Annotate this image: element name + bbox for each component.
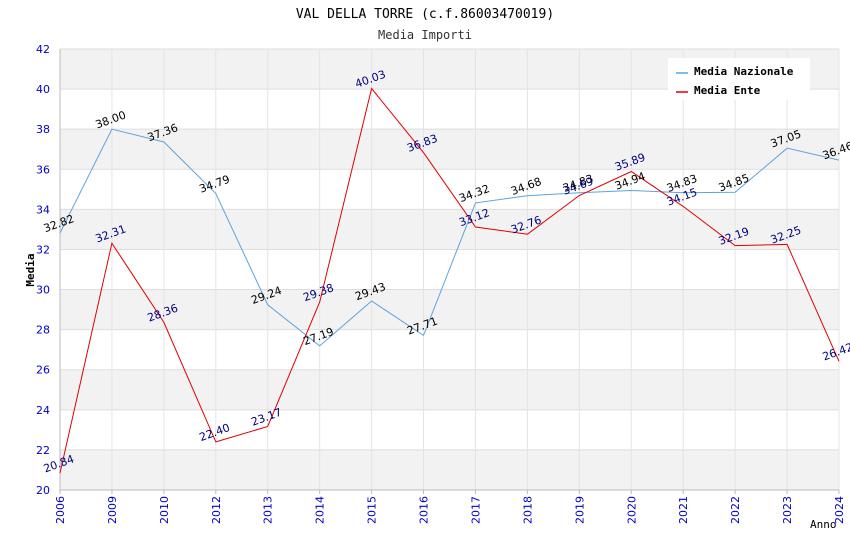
x-tick-label: 2024 (833, 496, 846, 524)
data-label: 26.42 (821, 341, 850, 364)
y-tick-label: 22 (36, 444, 50, 457)
legend-label-ente: Media Ente (694, 84, 761, 97)
x-tick-label: 2021 (677, 496, 690, 524)
x-axis-label: Anno (810, 518, 837, 531)
series-lines (59, 87, 840, 474)
x-tick-label: 2012 (210, 496, 223, 524)
x-tick-label: 2014 (314, 496, 327, 524)
chart-subtitle: Media Importi (378, 28, 472, 42)
x-tick-label: 2019 (573, 496, 586, 524)
x-tick-label: 2018 (521, 496, 534, 524)
x-tick-label: 2009 (106, 496, 119, 524)
x-tick-label: 2022 (729, 496, 742, 524)
x-tick-label: 2015 (366, 496, 379, 524)
grid-band (60, 449, 839, 490)
y-tick-label: 38 (36, 123, 50, 136)
grid-band (60, 209, 839, 250)
y-tick-label: 32 (36, 243, 50, 256)
legend-label-nazionale: Media Nazionale (694, 65, 794, 78)
y-tick-label: 36 (36, 163, 50, 176)
x-tick-label: 2013 (262, 496, 275, 524)
y-tick-label: 28 (36, 324, 50, 337)
x-tick-label: 2023 (781, 496, 794, 524)
series-line-0 (59, 128, 840, 347)
y-tick-label: 30 (36, 284, 50, 297)
grid-band (60, 369, 839, 410)
x-tick-labels: 2006 2009 2010 2012 2013 2014 2015 2016 2017 2018… (54, 496, 846, 524)
y-tick-label: 20 (36, 484, 50, 497)
legend-box (668, 58, 810, 100)
axes (59, 49, 840, 494)
y-axis-label: Media (24, 253, 37, 286)
chart-title: VAL DELLA TORRE (c.f.86003470019) (296, 7, 554, 22)
data-label: 34.85 (717, 172, 751, 195)
y-tick-label: 24 (36, 404, 50, 417)
y-tick-label: 34 (36, 203, 50, 216)
legend: Media Nazionale Media Ente (668, 58, 810, 100)
series-line-1 (59, 87, 840, 474)
y-tick-labels: 20 22 24 26 28 30 32 34 36 38 40 42 (36, 43, 50, 497)
y-tick-label: 26 (36, 364, 50, 377)
x-tick-label: 2006 (54, 496, 67, 524)
grid-band (60, 129, 839, 170)
x-tick-label: 2010 (158, 496, 171, 524)
grid-band (60, 289, 839, 330)
y-tick-label: 40 (36, 83, 50, 96)
data-label: 38.00 (94, 108, 128, 131)
x-tick-label: 2016 (418, 496, 431, 524)
x-tick-label: 2020 (625, 496, 638, 524)
y-tick-label: 42 (36, 43, 50, 56)
x-tick-label: 2017 (469, 496, 482, 524)
data-label: 22.40 (198, 421, 232, 444)
data-label: 34.68 (509, 175, 543, 198)
